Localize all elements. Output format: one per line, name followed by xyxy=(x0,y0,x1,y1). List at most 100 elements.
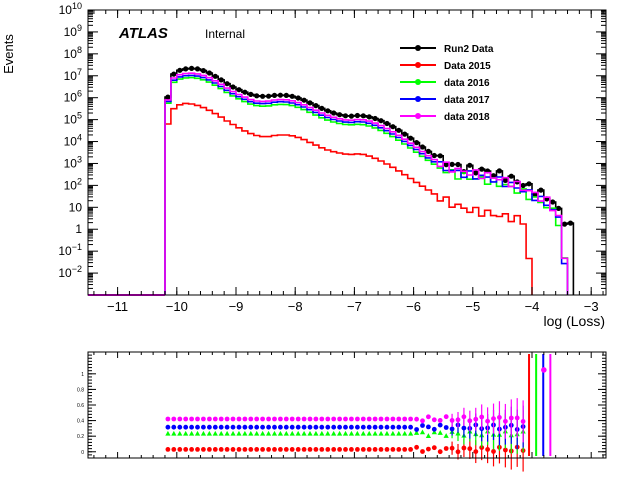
series-1-marker xyxy=(313,103,319,109)
legend-marker-2 xyxy=(415,62,421,68)
ratio-3-point xyxy=(349,424,354,430)
series-1-marker xyxy=(242,89,248,95)
ratio-axis-ticks: 0 0.2 0.4 0.6 0.8 1 xyxy=(77,352,606,459)
series-1-marker xyxy=(467,162,473,168)
ratio-2-point xyxy=(177,430,183,436)
ratio-2-point xyxy=(413,430,420,435)
ratio-2-point xyxy=(337,430,343,436)
ratio-4-point xyxy=(349,416,354,422)
legend-marker-5 xyxy=(415,113,421,119)
ratio-4-point xyxy=(195,416,200,422)
x-tick-label: −4 xyxy=(525,299,540,314)
ratio-2-point xyxy=(354,430,360,436)
ratio-2-point xyxy=(443,433,449,438)
ratio-2-point xyxy=(183,430,189,436)
ratio-2-point xyxy=(372,430,378,436)
ratio-y-tick-label: 0.6 xyxy=(77,403,84,409)
ratio-4-point xyxy=(171,416,177,422)
ratio-4-point xyxy=(372,416,378,422)
ratio-3-point xyxy=(414,427,419,432)
series-1-marker xyxy=(212,73,218,79)
ratio-3-point xyxy=(337,424,342,430)
ratio-1-point xyxy=(337,447,342,452)
ratio-1-point xyxy=(325,447,331,452)
ratio-2-point xyxy=(189,430,195,436)
ratio-2-point xyxy=(402,430,408,436)
series-1-marker xyxy=(473,170,479,176)
ratio-3-point xyxy=(360,424,366,430)
legend-label-2: Data 2015 xyxy=(444,61,491,72)
series-1-marker xyxy=(425,148,431,154)
series-1-marker xyxy=(307,100,313,106)
ratio-2-point xyxy=(271,430,278,436)
ratio-2-point xyxy=(331,430,337,436)
series-1-marker xyxy=(384,120,390,127)
ratio-4-point xyxy=(183,416,189,422)
main-plot: −11 −10 −9 −8 −7 −6 −5 −4 −3 1010 109 108 107 106 105 1… xyxy=(1,1,607,329)
ratio-2-point xyxy=(437,430,443,435)
x-tick-label: −7 xyxy=(347,299,362,314)
ratio-4-point xyxy=(319,416,325,422)
ratio-3-point xyxy=(313,424,319,430)
legend-label-3: data 2016 xyxy=(444,78,490,89)
ratio-outlier-point xyxy=(541,367,547,373)
ratio-3-point xyxy=(218,424,224,430)
ratio-3-point xyxy=(283,424,289,430)
ratio-2-point xyxy=(390,430,396,436)
ratio-3-point xyxy=(272,424,277,430)
series-1-marker xyxy=(200,68,206,74)
ratio-1-point xyxy=(230,447,236,452)
series-1-marker xyxy=(254,93,260,99)
series-1-marker xyxy=(331,110,337,116)
ratio-3-point xyxy=(402,424,408,430)
legend-marker-4 xyxy=(415,96,421,102)
series-1-marker xyxy=(508,173,514,179)
ratio-1-point xyxy=(319,447,325,452)
ratio-2-point xyxy=(307,430,313,436)
ratio-2-point xyxy=(319,430,325,436)
ratio-1-point xyxy=(313,447,319,452)
ratio-4-point xyxy=(307,416,313,422)
series-1-marker xyxy=(496,168,502,174)
ratio-2-point xyxy=(165,430,171,436)
ratio-3-point xyxy=(396,424,402,430)
series-1-marker xyxy=(342,113,349,119)
ratio-4-point xyxy=(218,416,224,422)
x-tick-label: −8 xyxy=(288,299,303,314)
ratio-4-point xyxy=(343,416,348,422)
ratio-4-point xyxy=(236,416,242,422)
series-1-marker xyxy=(431,152,437,159)
ratio-3-point xyxy=(248,424,254,430)
ratio-3-point xyxy=(426,424,431,430)
series-1-marker xyxy=(419,144,426,150)
ratio-4-point xyxy=(207,416,212,422)
legend: Run2 Data Data 2015 data 2016 data 2017 data… xyxy=(400,44,494,123)
ratio-3-point xyxy=(201,424,206,430)
ratio-2-point xyxy=(230,430,236,436)
ratio-2-point xyxy=(313,430,319,436)
series-1-marker xyxy=(177,67,183,73)
ratio-3-point xyxy=(242,424,248,430)
ratio-2-point xyxy=(425,433,431,438)
ratio-1-point xyxy=(177,447,183,452)
ratio-1-point xyxy=(254,447,260,452)
y-tick-label: 103 xyxy=(64,154,82,170)
series-1-marker xyxy=(171,71,177,77)
series-1-marker xyxy=(348,113,354,119)
y-tick-label: 102 xyxy=(64,176,82,192)
ratio-3-point xyxy=(254,424,260,430)
ratio-2-point xyxy=(254,430,260,436)
ratio-3-point xyxy=(437,422,443,428)
ratio-4-point xyxy=(248,416,254,422)
ratio-4-point xyxy=(408,416,413,422)
ratio-2-point xyxy=(242,430,248,436)
series-1-marker xyxy=(479,166,485,172)
ratio-2-point xyxy=(396,430,402,436)
ratio-2-point xyxy=(289,430,295,436)
y-tick-label: 109 xyxy=(64,23,82,39)
ratio-3-point xyxy=(384,424,390,430)
ratio-3-point xyxy=(295,424,301,430)
series-1-marker xyxy=(337,112,343,118)
ratio-1-point xyxy=(295,447,301,452)
ratio-2-point xyxy=(277,430,283,436)
